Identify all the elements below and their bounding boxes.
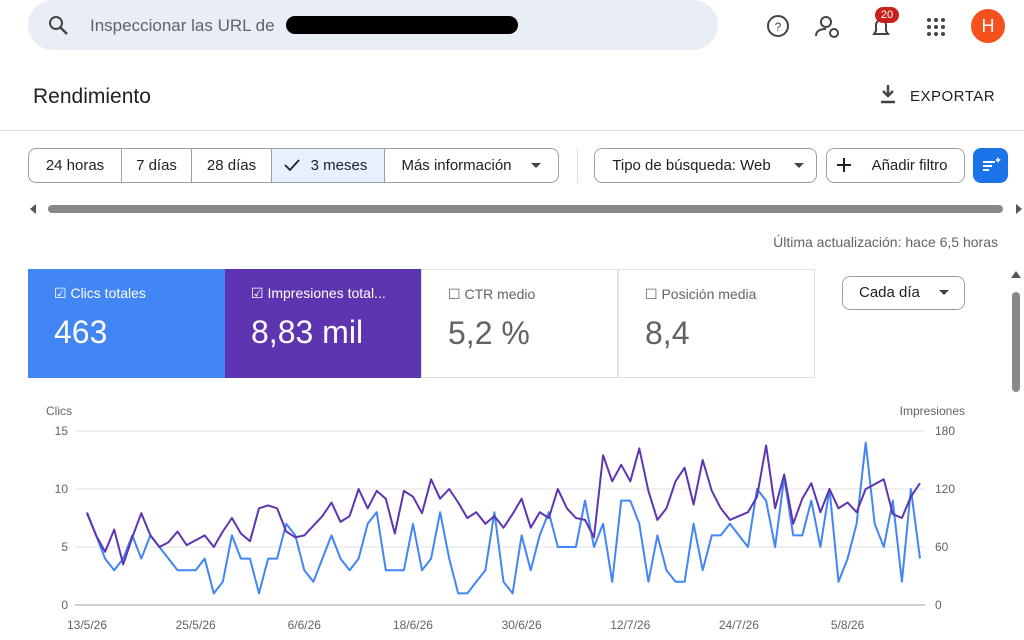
x-tick-label: 6/6/26 <box>288 618 322 632</box>
metric-label: ☑ Impresiones total... <box>251 285 386 301</box>
range-tab[interactable]: 28 días <box>191 148 272 183</box>
range-tab[interactable]: 7 días <box>121 148 192 183</box>
y2-tick-label: 180 <box>935 424 955 438</box>
y-tick-label: 5 <box>61 540 68 554</box>
series-line <box>86 441 921 595</box>
x-tick-label: 24/7/26 <box>719 618 759 632</box>
y2-tick-label: 0 <box>935 598 942 612</box>
add-filter[interactable]: Añadir filtro <box>826 148 965 183</box>
granularity-select[interactable]: Cada día <box>842 276 965 310</box>
x-tick-label: 13/5/26 <box>67 618 107 632</box>
download-icon <box>881 85 895 104</box>
last-update: Última actualización: hace 6,5 horas <box>773 234 998 250</box>
y-tick-label: 0 <box>61 598 68 612</box>
metric-label-text: Impresiones total... <box>267 285 386 301</box>
metric-card[interactable]: ☑ Clics totales 463 <box>28 269 225 378</box>
avatar[interactable]: H <box>971 9 1005 43</box>
dropdown-arrow <box>794 163 804 168</box>
y-axis-label: Clics <box>46 404 72 418</box>
x-tick-label: 18/6/26 <box>393 618 433 632</box>
export-button[interactable]: EXPORTAR <box>910 88 996 105</box>
metric-card[interactable]: ☐ Posición media 8,4 <box>618 269 815 378</box>
metric-card[interactable]: ☐ CTR medio 5,2 % <box>421 269 618 378</box>
metric-label-text: Clics totales <box>70 285 146 301</box>
metric-label: ☐ Posición media <box>645 286 757 302</box>
divider <box>577 148 578 183</box>
metric-value: 5,2 % <box>448 315 530 351</box>
range-tab[interactable]: Más información <box>384 148 559 183</box>
x-tick-label: 12/7/26 <box>610 618 650 632</box>
metric-label-text: Posición media <box>661 286 757 302</box>
search-box[interactable]: Inspeccionar las URL de <box>28 0 718 50</box>
dropdown-arrow <box>939 290 949 295</box>
v-scrollbar[interactable] <box>1008 268 1024 640</box>
y2-axis-label: Impresiones <box>900 404 965 418</box>
filter-button[interactable] <box>973 148 1008 183</box>
svg-text:?: ? <box>775 20 782 34</box>
search-placeholder: Inspeccionar las URL de <box>90 16 275 35</box>
metric-value: 8,4 <box>645 315 690 351</box>
metric-label-text: CTR medio <box>464 286 536 302</box>
notification-badge: 20 <box>875 7 899 23</box>
search-type[interactable]: Tipo de búsqueda: Web <box>594 148 817 183</box>
metric-label: ☐ CTR medio <box>448 286 536 302</box>
h-scrollbar[interactable] <box>28 200 1024 218</box>
series-line <box>86 444 921 566</box>
toolbar-icons: ? <box>767 15 945 38</box>
plus-icon <box>837 158 851 172</box>
y-tick-label: 15 <box>55 424 69 438</box>
metric-label: ☑ Clics totales <box>54 285 146 301</box>
search-icon <box>49 16 68 35</box>
redaction <box>286 16 518 34</box>
range-tab-selected[interactable]: 3 meses <box>271 148 385 183</box>
x-tick-label: 25/5/26 <box>176 618 216 632</box>
y2-tick-label: 120 <box>935 482 955 496</box>
check-icon <box>284 159 300 172</box>
metric-card[interactable]: ☑ Impresiones total... 8,83 mil <box>225 269 422 378</box>
x-tick-label: 5/8/26 <box>831 618 865 632</box>
y2-tick-label: 60 <box>935 540 949 554</box>
page-title: Rendimiento <box>33 85 151 108</box>
metric-value: 463 <box>54 314 108 350</box>
divider <box>0 130 1024 131</box>
y-tick-label: 10 <box>55 482 69 496</box>
x-tick-label: 30/6/26 <box>502 618 542 632</box>
metric-value: 8,83 mil <box>251 314 364 350</box>
range-tab[interactable]: 24 horas <box>28 148 122 183</box>
chart: Clics Impresiones 0 5 10 15 0 60 120 180 13/5/26… <box>46 404 965 632</box>
dropdown-arrow <box>531 163 541 168</box>
